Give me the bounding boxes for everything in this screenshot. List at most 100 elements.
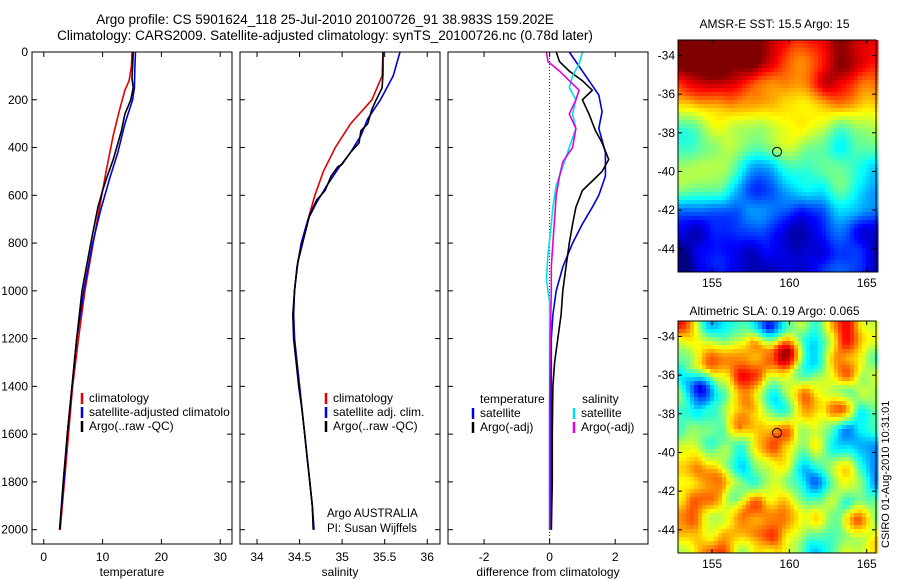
map-cell	[746, 152, 751, 157]
map-cell	[850, 60, 855, 65]
map-cell	[746, 132, 751, 137]
map-cell	[786, 240, 791, 245]
map-cell	[766, 80, 771, 85]
map-cell	[822, 353, 827, 358]
map-cell	[830, 136, 835, 141]
map-cell	[850, 92, 855, 97]
map-cell	[722, 469, 727, 474]
map-cell	[782, 232, 787, 237]
map-cell	[690, 329, 695, 334]
map-cell	[862, 421, 867, 426]
map-cell	[818, 413, 823, 418]
map-cell	[814, 200, 819, 205]
map-cell	[838, 365, 843, 370]
map-cell	[698, 381, 703, 386]
map-cell	[854, 68, 859, 73]
map-cell	[678, 453, 683, 458]
map-cell	[730, 44, 735, 49]
map-cell	[862, 40, 867, 45]
map-cell	[742, 341, 747, 346]
map-cell	[726, 260, 731, 265]
map-cell	[722, 176, 727, 181]
map-cell	[758, 465, 763, 470]
series-line-salinity-argo-adj-	[545, 52, 581, 530]
map-cell	[730, 417, 735, 422]
map-cell	[850, 160, 855, 165]
map-cell	[730, 192, 735, 197]
map-cell	[850, 365, 855, 370]
map-cell	[694, 349, 699, 354]
map-cell	[702, 172, 707, 177]
map-cell	[722, 349, 727, 354]
map-cell	[798, 140, 803, 145]
map-cell	[754, 216, 759, 221]
map-cell	[694, 100, 699, 105]
map-cell	[850, 72, 855, 77]
map-cell	[738, 68, 743, 73]
map-cell	[786, 449, 791, 454]
map-cell	[818, 224, 823, 229]
map-cell	[766, 421, 771, 426]
map-cell	[846, 156, 851, 161]
legend-header-temperature: temperature	[480, 392, 545, 406]
map-cell	[866, 369, 871, 374]
map-cell	[854, 84, 859, 89]
map-cell	[822, 200, 827, 205]
map-cell	[742, 369, 747, 374]
map-cell	[778, 88, 783, 93]
map-cell	[762, 40, 767, 45]
map-cell	[682, 120, 687, 125]
map-cell	[694, 425, 699, 430]
map-cell	[822, 208, 827, 213]
map-cell	[818, 240, 823, 245]
map-cell	[798, 385, 803, 390]
map-cell	[694, 56, 699, 61]
map-cell	[790, 56, 795, 61]
map-cell	[762, 365, 767, 370]
map-cell	[846, 445, 851, 450]
map-cell	[710, 88, 715, 93]
map-cell	[810, 321, 815, 326]
map-cell	[750, 333, 755, 338]
map-cell	[746, 264, 751, 269]
map-cell	[774, 84, 779, 89]
map-cell	[738, 168, 743, 173]
map-cell	[742, 445, 747, 450]
map-cell	[726, 244, 731, 249]
map-cell	[726, 140, 731, 145]
map-cell	[750, 437, 755, 442]
map-cell	[706, 88, 711, 93]
map-cell	[730, 184, 735, 189]
map-cell	[766, 88, 771, 93]
map-cell	[790, 40, 795, 45]
map-cell	[738, 417, 743, 422]
map-cell	[778, 268, 783, 273]
axes-frame	[239, 51, 441, 545]
map-cell	[846, 256, 851, 261]
map-cell	[858, 337, 863, 342]
map-cell	[802, 329, 807, 334]
map-cell	[730, 236, 735, 241]
map-cell	[818, 337, 823, 342]
map-cell	[694, 429, 699, 434]
map-cell	[798, 68, 803, 73]
map-cell	[794, 433, 799, 438]
map-cell	[838, 429, 843, 434]
map-cell	[678, 333, 683, 338]
map-cell	[786, 389, 791, 394]
map-cell	[814, 417, 819, 422]
map-cell	[746, 144, 751, 149]
map-cell	[834, 40, 839, 45]
map-cell	[806, 120, 811, 125]
map-cell	[706, 353, 711, 358]
map-cell	[870, 124, 875, 129]
map-cell	[722, 132, 727, 137]
map-cell	[714, 80, 719, 85]
map-cell	[782, 321, 787, 326]
map-cell	[686, 381, 691, 386]
map-cell	[822, 188, 827, 193]
map-cell	[790, 200, 795, 205]
map-cell	[822, 44, 827, 49]
map-cell	[686, 325, 691, 330]
